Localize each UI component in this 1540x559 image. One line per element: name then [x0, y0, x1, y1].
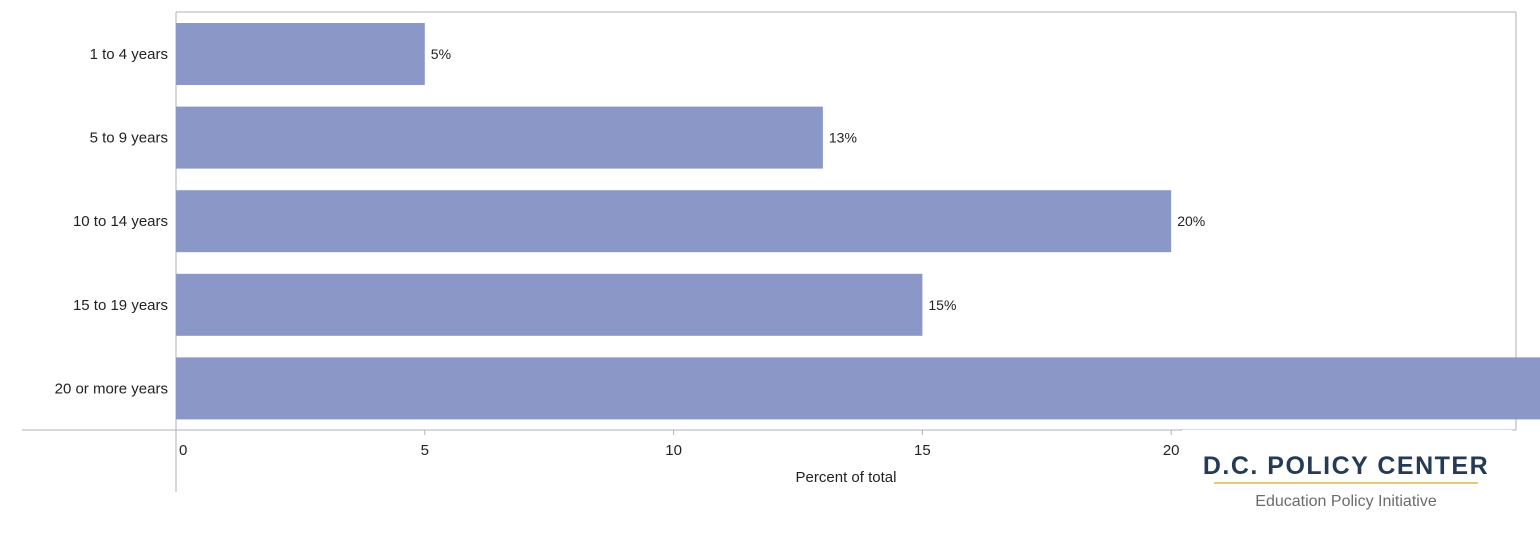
data-label: 5%	[431, 46, 451, 62]
logo-title: D.C. POLICY CENTER	[1203, 452, 1489, 480]
category-label: 1 to 4 years	[90, 46, 168, 63]
bars-group	[176, 23, 1540, 420]
x-tick-label: 20	[1163, 442, 1180, 459]
category-labels: 1 to 4 years 5 to 9 years 10 to 14 years 15…	[55, 46, 168, 397]
category-label: 5 to 9 years	[90, 130, 168, 147]
bar-3	[176, 190, 1172, 253]
x-tick-label: 15	[914, 442, 931, 459]
logo-subtitle: Education Policy Initiative	[1255, 493, 1437, 510]
bar-1	[176, 23, 425, 85]
category-label: 20 or more years	[55, 380, 168, 397]
bar-4	[176, 273, 923, 336]
category-label: 15 to 19 years	[73, 297, 168, 314]
bar-2	[176, 106, 823, 169]
category-label: 10 to 14 years	[73, 213, 168, 230]
data-label: 20%	[1177, 213, 1205, 229]
logo-background	[1182, 430, 1512, 520]
data-labels: 5%13%20%15%48%	[431, 46, 1205, 313]
x-axis-title: Percent of total	[796, 469, 897, 486]
x-tick-label: 0	[179, 442, 187, 459]
dc-policy-center-logo: D.C. POLICY CENTER Education Policy Init…	[1182, 430, 1512, 520]
bar-5	[176, 357, 1540, 420]
data-label: 13%	[829, 130, 857, 146]
x-tick-label: 10	[665, 442, 682, 459]
x-tick-label: 5	[421, 442, 429, 459]
data-label: 15%	[928, 297, 956, 313]
